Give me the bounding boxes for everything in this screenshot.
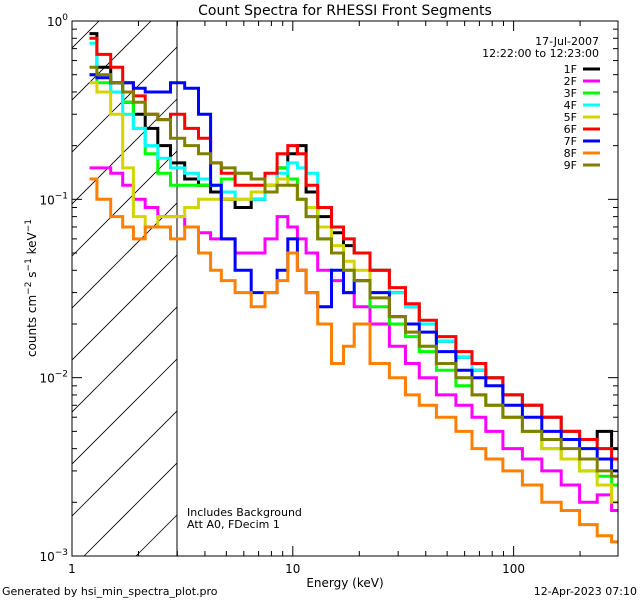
legend-label-7f: 7F (564, 135, 577, 148)
series-8f-line (89, 177, 618, 544)
x-tick-label: 1 (68, 562, 76, 576)
y-tick-label: 100 (47, 13, 68, 29)
plot-frame (71, 20, 619, 557)
legend-label-2f: 2F (564, 75, 577, 88)
series-7f-line (89, 73, 618, 473)
series-9f-line (89, 65, 618, 478)
x-tick-label: 100 (502, 562, 525, 576)
legend-label-8f: 8F (564, 147, 577, 160)
y-tick-label: 10−3 (39, 548, 68, 564)
y-axis-label: counts cm−2 s−1 keV−1 (24, 219, 39, 357)
y-tick-label: 10−2 (39, 370, 68, 386)
x-tick-label: 10 (285, 562, 300, 576)
chart-title: Count Spectra for RHESSI Front Segments (198, 3, 492, 19)
hatch-line (72, 21, 152, 101)
legend-time-range: 12:22:00 to 12:23:00 (482, 47, 599, 60)
annotation-attenuator: Att A0, FDecim 1 (187, 518, 280, 531)
legend-label-6f: 6F (564, 123, 577, 136)
y-tick-label: 10−1 (39, 191, 68, 207)
x-axis-label: Energy (keV) (306, 576, 383, 590)
legend-date: 17-Jul-2007 (535, 35, 599, 48)
legend-label-4f: 4F (564, 99, 577, 112)
annotation-background: Includes Background (187, 506, 302, 519)
legend-label-3f: 3F (564, 87, 577, 100)
footer-generated-by: Generated by hsi_min_spectra_plot.pro (2, 585, 218, 598)
footer-timestamp: 12-Apr-2023 07:10 (534, 585, 637, 598)
legend-label-9f: 9F (564, 159, 577, 172)
legend-label-1f: 1F (564, 63, 577, 76)
legend-label-5f: 5F (564, 111, 577, 124)
